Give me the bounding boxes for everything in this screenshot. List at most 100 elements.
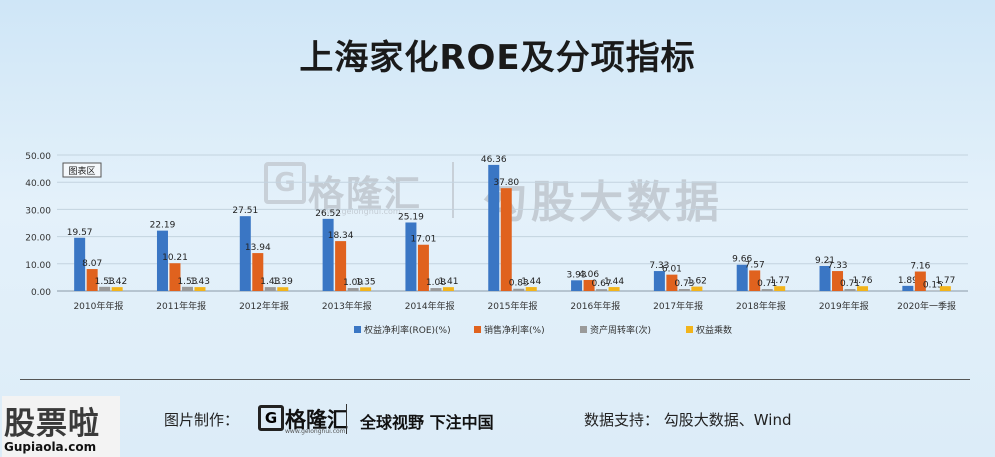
site-logo[interactable]: 股票啦 Gupiaola.com xyxy=(2,396,120,457)
chart-title: 上海家化ROE及分项指标 xyxy=(299,38,696,78)
data-label: 18.34 xyxy=(328,231,354,241)
bar xyxy=(749,270,761,291)
bar xyxy=(347,288,359,291)
bar xyxy=(691,286,703,291)
data-label: 7.33 xyxy=(649,261,669,271)
bar xyxy=(156,230,168,291)
bar xyxy=(430,288,442,291)
legend-label: 权益乘数 xyxy=(696,324,732,336)
data-label: 27.51 xyxy=(232,206,258,216)
data-label: 9.66 xyxy=(732,255,752,265)
data-label: 3.93 xyxy=(567,270,587,280)
data-label: 1.77 xyxy=(770,276,790,286)
watermark-logo-icon: G xyxy=(264,162,306,204)
bar xyxy=(360,287,372,291)
site-logo-text: 股票啦 xyxy=(4,406,100,442)
y-tick-label: 30.00 xyxy=(25,206,51,216)
x-tick-label: 2017年年报 xyxy=(653,300,703,312)
legend-label: 资产周转率(次) xyxy=(590,324,651,336)
brand-logo-text: 格隆汇 xyxy=(285,408,348,432)
data-label: 1.39 xyxy=(273,277,293,287)
data-label: 26.52 xyxy=(315,209,341,219)
bar xyxy=(902,285,914,291)
bar xyxy=(774,286,786,291)
made-by-label: 图片制作： xyxy=(164,411,240,429)
chart-area-label: 图表区 xyxy=(68,165,95,177)
x-tick-label: 2010年年报 xyxy=(73,300,123,312)
bar xyxy=(99,286,111,291)
legend-swatch xyxy=(580,326,587,333)
legend-label: 销售净利率(%) xyxy=(484,324,545,336)
bar xyxy=(194,287,206,291)
data-label: 1.44 xyxy=(521,277,541,287)
data-label: 4.06 xyxy=(579,270,599,280)
data-label: 1.44 xyxy=(604,277,624,287)
x-tick-label: 2020年一季报 xyxy=(897,300,956,312)
chart-area-label-box xyxy=(62,162,102,178)
data-label: 0.83 xyxy=(509,279,529,289)
data-label: 25.19 xyxy=(398,212,424,222)
brand-logo-icon: G xyxy=(258,405,284,431)
bar xyxy=(417,244,429,291)
bar xyxy=(857,286,869,291)
bar xyxy=(513,288,525,291)
data-label: 0.71 xyxy=(840,279,860,289)
bar xyxy=(666,274,678,291)
x-tick-label: 2014年年报 xyxy=(405,300,455,312)
data-label: 1.43 xyxy=(260,277,280,287)
data-label: 1.09 xyxy=(343,278,363,288)
watermark-brand-url: www.gelonghui.com xyxy=(320,207,401,216)
data-label: 1.77 xyxy=(935,276,955,286)
bar xyxy=(914,271,926,291)
bar xyxy=(583,279,595,291)
bar xyxy=(571,280,583,291)
data-label: 7.16 xyxy=(910,262,930,272)
bar xyxy=(239,216,251,291)
bar xyxy=(252,253,264,291)
brand-slogan: 全球视野 下注中国 xyxy=(360,413,494,432)
x-tick-label: 2018年年报 xyxy=(736,300,786,312)
bar xyxy=(277,287,289,291)
legend-swatch xyxy=(354,326,361,333)
data-label: 1.76 xyxy=(852,276,872,286)
bar xyxy=(405,222,417,291)
bar xyxy=(596,289,608,291)
bar xyxy=(442,287,454,291)
data-label: 1.53 xyxy=(177,277,197,287)
data-label: 0.67 xyxy=(592,279,612,289)
brand-divider xyxy=(346,404,347,434)
data-label: 8.07 xyxy=(82,259,102,269)
bar xyxy=(939,286,951,291)
bar xyxy=(264,287,276,291)
data-label: 7.33 xyxy=(827,261,847,271)
y-tick-label: 40.00 xyxy=(25,179,51,189)
y-tick-label: 10.00 xyxy=(25,261,51,271)
data-label: 1.35 xyxy=(356,277,376,287)
bar xyxy=(500,188,512,291)
bar xyxy=(181,286,193,291)
data-label: 1.43 xyxy=(190,277,210,287)
data-label: 37.80 xyxy=(493,178,519,188)
site-logo-domain: Gupiaola.com xyxy=(4,440,97,454)
x-tick-label: 2019年年报 xyxy=(819,300,869,312)
watermark-partner: 勾股大数据 xyxy=(483,177,723,228)
y-tick-label: 0.00 xyxy=(31,288,51,298)
bar xyxy=(74,237,86,291)
legend-swatch xyxy=(474,326,481,333)
data-label: 7.57 xyxy=(745,260,765,270)
data-label: 0.15 xyxy=(923,281,943,291)
x-tick-label: 2012年年报 xyxy=(239,300,289,312)
brand-logo-url: www.gelonghui.com xyxy=(285,428,346,435)
bar xyxy=(322,218,334,291)
bar xyxy=(832,271,844,291)
bar xyxy=(525,287,537,291)
y-tick-label: 50.00 xyxy=(25,152,51,162)
data-label: 0.73 xyxy=(674,279,694,289)
data-label: 9.21 xyxy=(815,256,835,266)
data-label: 19.57 xyxy=(67,228,93,238)
bar xyxy=(736,264,748,291)
bar xyxy=(488,164,500,291)
x-tick-label: 2013年年报 xyxy=(322,300,372,312)
bar xyxy=(653,271,665,291)
bar xyxy=(844,289,856,291)
